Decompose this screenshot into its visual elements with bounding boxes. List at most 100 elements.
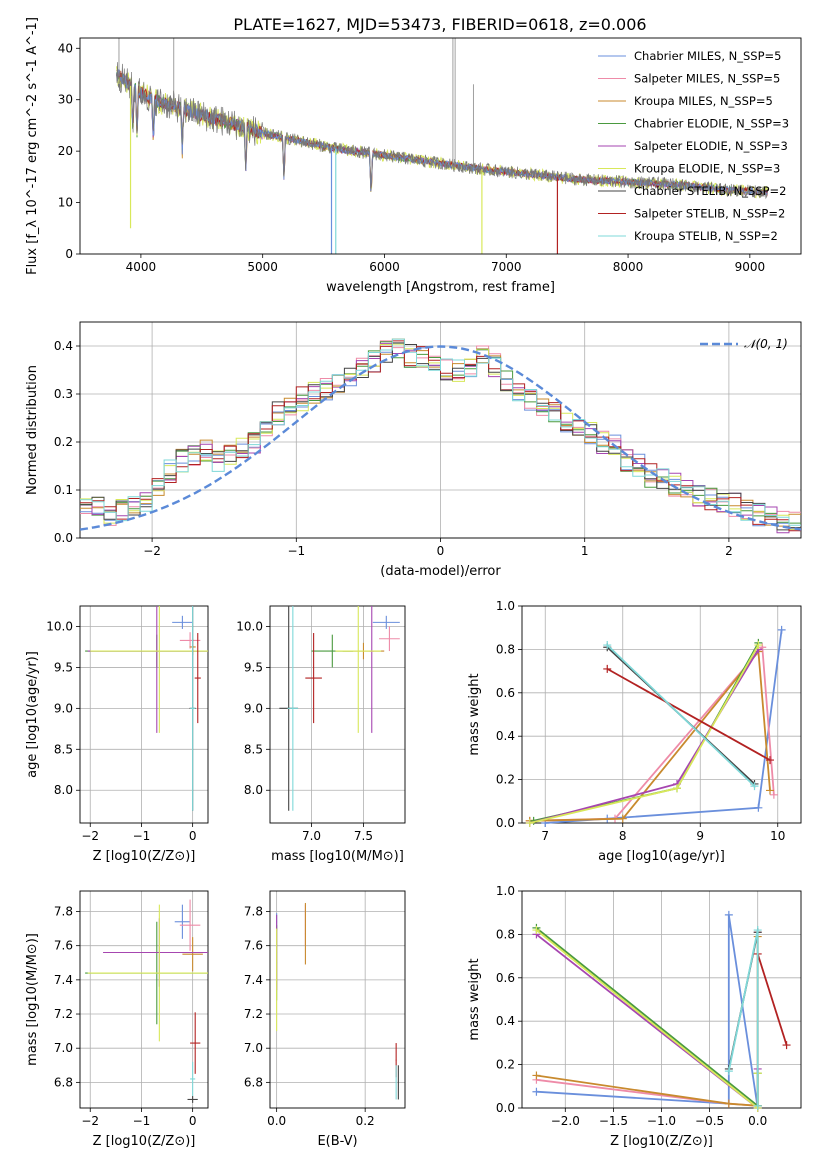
x-tick-label: 1 (581, 544, 589, 558)
x-tick-label: 0.2 (356, 1114, 375, 1128)
x-tick-label: −2 (81, 829, 99, 843)
weight-line (535, 927, 759, 1108)
y-tick-label: 20 (58, 144, 73, 158)
axes-frame (269, 605, 406, 824)
y-axis-label: mass [log10(M/M⊙)] (25, 933, 40, 1066)
axes-frame (79, 321, 802, 539)
weight-marker (766, 786, 774, 795)
x-axis-label: E(B-V) (317, 1134, 357, 1149)
y-tick-label: 0.6 (496, 971, 515, 985)
model-spectrum-line (116, 69, 769, 196)
y-tick-label: 30 (58, 93, 73, 107)
weight-marker (769, 790, 778, 799)
x-axis-label: Z [log10(Z/Z⊙)] (93, 1134, 196, 1149)
weight-marker (766, 756, 774, 765)
y-tick-label: 7.0 (244, 1041, 263, 1055)
x-tick-label: −1.0 (647, 1114, 676, 1128)
weight-line (533, 642, 760, 822)
y-tick-label: 8.0 (54, 783, 73, 797)
axes-age-vs-z: −2 −1 0 8.0 8.5 9.0 9.5 10.0 Z [log10(Z/Z⊙)] age … (25, 605, 209, 864)
weight-line (536, 914, 759, 1109)
y-tick-label: 7.8 (54, 905, 73, 919)
weight-marker (754, 803, 763, 812)
weight-marker (532, 1071, 541, 1080)
y-axis-label: Normed distribution (25, 365, 40, 495)
axes-spectrum: 4000 5000 6000 7000 8000 9000 0 10 20 30 40 wavelen… (25, 17, 802, 295)
observed-spectrum-line (116, 62, 769, 200)
x-tick-label: −1 (133, 1114, 151, 1128)
y-tick-label: 6.8 (54, 1075, 73, 1089)
y-tick-label: 10 (58, 196, 73, 210)
weight-line (529, 649, 771, 822)
y-tick-label: 9.0 (54, 701, 73, 715)
y-axis-label: age [log10(age/yr)] (25, 651, 40, 778)
x-axis-label: wavelength [Angstrom, rest frame] (326, 280, 555, 295)
x-tick-label: −2.0 (551, 1114, 580, 1128)
y-tick-label: 7.2 (54, 1007, 73, 1021)
axes-frame (79, 605, 209, 824)
y-tick-label: 0.4 (496, 1014, 515, 1028)
x-tick-label: 6000 (369, 260, 400, 274)
x-tick-label: 10 (770, 829, 785, 843)
axes-residuals: −2 −1 0 1 2 0.0 0.1 0.2 0.3 0.4 (data-model)/error… (25, 321, 802, 579)
mass-vs-ebv-points (276, 902, 399, 1100)
x-tick-label: 8 (619, 829, 627, 843)
y-tick-label: 0.8 (496, 927, 515, 941)
weight-vs-z-lines (532, 910, 791, 1112)
legend-label: Chabrier MILES, N_SSP=5 (634, 49, 781, 63)
weight-line (535, 929, 759, 1110)
x-axis-label: (data-model)/error (380, 564, 501, 579)
weight-line (756, 953, 788, 1046)
legend-label: Salpeter MILES, N_SSP=5 (634, 72, 780, 86)
y-tick-label: 0.2 (496, 773, 515, 787)
weight-line (545, 629, 783, 824)
y-tick-label: 9.5 (244, 660, 263, 674)
y-tick-label: 7.4 (244, 973, 263, 987)
x-tick-label: 7 (541, 829, 549, 843)
y-tick-label: 8.5 (54, 742, 73, 756)
y-axis-label: mass weight (467, 673, 482, 755)
y-tick-label: 0.0 (496, 816, 515, 830)
y-tick-label: 7.2 (244, 1007, 263, 1021)
y-tick-label: 9.5 (54, 660, 73, 674)
y-tick-label: 1.0 (496, 599, 515, 613)
weight-marker (525, 819, 534, 827)
weight-marker (603, 641, 612, 650)
weight-vs-age-lines (525, 625, 786, 827)
y-tick-label: 40 (58, 41, 73, 55)
weight-marker (618, 814, 627, 823)
x-tick-label: 7.5 (354, 829, 373, 843)
weight-line (606, 668, 771, 761)
x-tick-label: 9000 (735, 260, 766, 274)
y-tick-label: 10.0 (236, 619, 263, 633)
residual-histogram-line (80, 338, 801, 526)
axes-weight-vs-age: 7 8 9 10 0.0 0.2 0.4 0.6 0.8 1.0 age [log10(age/yr… (467, 599, 802, 864)
legend-label: Chabrier ELODIE, N_SSP=3 (634, 117, 789, 131)
legend-label: 𝒩(0, 1) (744, 337, 788, 351)
x-axis-label: Z [log10(Z/Z⊙)] (93, 849, 196, 864)
mass-vs-z-points (85, 899, 208, 1103)
weight-marker (777, 625, 786, 634)
axes-frame (521, 890, 802, 1109)
y-tick-label: 0.4 (496, 729, 515, 743)
x-tick-label: 2 (725, 544, 733, 558)
x-tick-label: 0.0 (267, 1114, 286, 1128)
x-axis-label: age [log10(age/yr)] (598, 849, 725, 864)
figure-title: PLATE=1627, MJD=53473, FIBERID=0618, z=0… (233, 15, 646, 34)
model-spectrum-line (116, 69, 768, 196)
y-tick-label: 0.2 (496, 1058, 515, 1072)
axes-age-vs-mass: 7.0 7.5 8.0 8.5 9.0 9.5 10.0 mass [log10(M/M⊙)] (236, 605, 406, 864)
axes-frame (269, 890, 406, 1109)
y-tick-label: 7.0 (54, 1041, 73, 1055)
x-tick-label: 4000 (126, 260, 157, 274)
y-tick-label: 0.4 (54, 339, 73, 353)
y-tick-label: 7.6 (244, 939, 263, 953)
axes-frame (79, 37, 802, 255)
y-tick-label: 8.5 (244, 742, 263, 756)
x-tick-label: −1 (133, 829, 151, 843)
y-tick-label: 8.0 (244, 783, 263, 797)
model-spectrum-line (116, 69, 769, 197)
y-tick-label: 0.6 (496, 686, 515, 700)
weight-marker (753, 1101, 762, 1110)
